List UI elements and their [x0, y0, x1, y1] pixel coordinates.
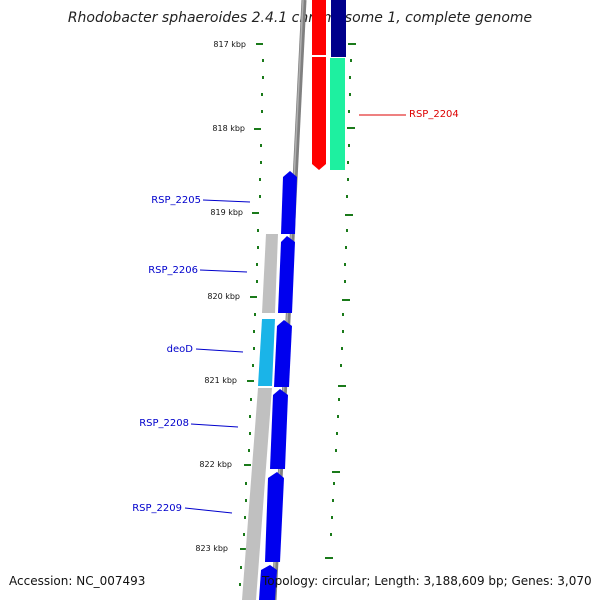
ruler-label-821: 821 kbp: [204, 376, 237, 385]
reverse-genes: [312, 0, 346, 170]
cog-block-grey-upper: [262, 234, 278, 313]
connector-rsp-2208: [190, 423, 239, 428]
gene-arrow-next: [259, 565, 277, 600]
ruler-label-823: 823 kbp: [195, 544, 228, 553]
map-title: Rhodobacter sphaeroides 2.4.1 chromosome…: [67, 10, 533, 26]
genome-info-text: Topology: circular; Length: 3,188,609 bp…: [262, 574, 592, 588]
cog-block-cyan: [258, 319, 275, 386]
gene-arrow-rsp-2208: [270, 389, 288, 469]
forward-genes: [259, 171, 297, 600]
ruler-label-818: 818 kbp: [212, 124, 245, 133]
cog-block-grey-lower: [242, 388, 272, 600]
label-connectors: [184, 114, 406, 514]
gene-label-rsp-2209[interactable]: RSP_2209: [132, 503, 182, 514]
gene-label-rsp-2204[interactable]: RSP_2204: [409, 109, 459, 120]
connector-rsp-2209: [184, 507, 233, 514]
gene-label-deod[interactable]: deoD: [167, 344, 194, 355]
gene-arrow-rsp-2209: [265, 472, 284, 562]
connector-deod: [195, 348, 244, 353]
gene-label-rsp-2205[interactable]: RSP_2205: [151, 195, 201, 206]
cog-block-navy: [331, 0, 346, 57]
ruler-label-820: 820 kbp: [207, 292, 240, 301]
connector-rsp-2205: [202, 199, 251, 203]
inner-ruler: [239, 43, 264, 586]
ruler-label-817: 817 kbp: [213, 40, 246, 49]
gene-arrow-rsp-2205: [281, 171, 297, 234]
gene-arrow-rsp-2206: [278, 236, 295, 313]
ruler-label-819: 819 kbp: [210, 208, 243, 217]
gene-arrow-reverse-upper: [312, 0, 326, 55]
outer-ruler: [325, 43, 356, 559]
cog-band-inner: [242, 234, 278, 600]
gene-label-rsp-2206[interactable]: RSP_2206: [148, 265, 198, 276]
cog-block-aqua: [330, 58, 345, 170]
gene-label-rsp-2208[interactable]: RSP_2208: [139, 418, 189, 429]
connector-rsp-2206: [199, 269, 248, 273]
accession-text: Accession: NC_007493: [9, 574, 146, 588]
gene-arrow-deod: [274, 320, 292, 387]
gene-arrow-rsp-2204: [312, 57, 326, 170]
ruler-label-822: 822 kbp: [199, 460, 232, 469]
